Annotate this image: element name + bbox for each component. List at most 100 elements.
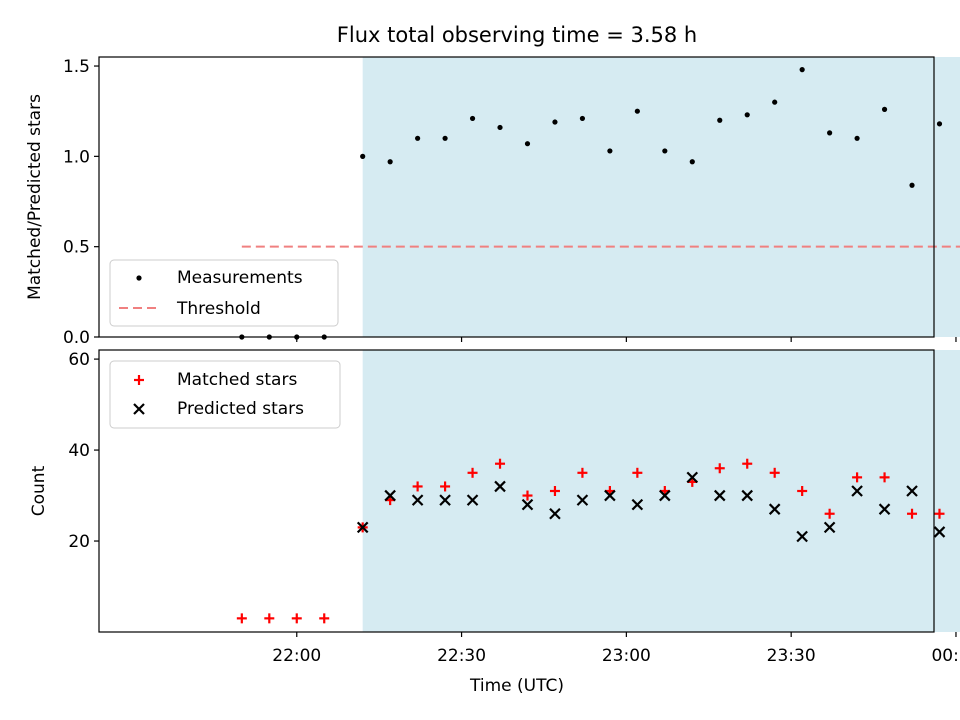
bottom-ylabel: Count (29, 465, 49, 516)
top-ylabel: Matched/Predicted stars (25, 94, 45, 300)
predicted-point-1 (384, 489, 396, 502)
measurement-point-11 (552, 119, 558, 125)
measurement-point-21 (827, 130, 833, 136)
predicted-point-3 (439, 494, 451, 506)
predicted-point-17 (823, 521, 836, 534)
measurement-point-4 (360, 153, 366, 159)
predicted-point-8 (576, 494, 589, 506)
predicted-point-12 (686, 471, 699, 484)
matched-point-20 (797, 486, 808, 496)
top-points (239, 67, 943, 340)
matched-point-0 (236, 613, 247, 624)
bottom-points (236, 458, 946, 624)
legend-matched-label: Matched stars (177, 370, 297, 390)
measurement-point-17 (717, 117, 723, 123)
measurement-point-7 (442, 135, 448, 141)
matched-point-10 (522, 490, 533, 501)
matched-point-12 (577, 467, 588, 478)
predicted-point-7 (549, 507, 561, 520)
measurement-point-24 (909, 182, 915, 188)
measurement-point-6 (415, 135, 421, 141)
measurement-point-10 (524, 141, 531, 147)
measurement-point-15 (662, 148, 668, 154)
top-ytick-label-0: 0.0 (63, 328, 90, 348)
top-legend: Measurements Threshold (109, 259, 339, 327)
matched-point-22 (852, 472, 863, 483)
bottom-xtick-label-3: 23:30 (767, 646, 816, 666)
matched-point-21 (824, 508, 835, 519)
predicted-point-0 (356, 521, 369, 534)
predicted-point-13 (713, 489, 726, 502)
measurement-point-13 (607, 148, 613, 154)
matched-point-24 (907, 508, 918, 519)
bottom-ytick-label-0: 20 (68, 532, 90, 552)
matched-point-3 (319, 613, 330, 624)
bottom-ytick-label-1: 40 (68, 441, 90, 461)
top-ytick-label-3: 1.5 (63, 57, 90, 77)
matched-point-2 (291, 613, 302, 624)
bottom-xlabel: Time (UTC) (469, 676, 564, 696)
top-ytick-label-2: 1.0 (63, 147, 90, 167)
bottom-ytick-label-2: 60 (68, 350, 90, 370)
matched-point-7 (440, 481, 451, 492)
measurement-point-9 (497, 124, 503, 131)
top-axes-frame (98, 56, 935, 338)
measurement-point-5 (387, 159, 393, 165)
bottom-legend: Matched stars Predicted stars (109, 360, 341, 429)
bottom-xtick-label-2: 23:00 (602, 646, 651, 666)
legend-measurements-marker (136, 275, 142, 281)
legend-matched-marker (134, 375, 144, 385)
matched-point-23 (879, 472, 890, 483)
measurement-point-14 (634, 108, 640, 114)
predicted-point-10 (631, 498, 644, 511)
matched-point-25 (934, 508, 945, 519)
matched-point-17 (714, 463, 725, 474)
measurement-point-19 (772, 99, 778, 105)
top-panel: 0.0 0.5 1.0 1.5 Matched/Predicted stars Mea… (25, 56, 960, 348)
predicted-point-9 (604, 489, 616, 502)
legend-predicted-marker (133, 403, 145, 415)
predicted-point-16 (796, 530, 808, 543)
measurement-point-8 (469, 115, 476, 122)
bottom-y-ticks: 20 40 60 (68, 350, 99, 552)
bottom-xtick-label-1: 22:30 (437, 646, 486, 666)
matched-point-1 (264, 613, 275, 624)
bottom-xtick-label-0: 22:00 (272, 646, 321, 666)
bottom-x-ticks: 22:0022:3023:0023:3000:0000:3001:0001:30… (272, 632, 960, 666)
matched-point-11 (549, 486, 560, 496)
predicted-point-6 (521, 498, 534, 511)
matched-point-6 (412, 481, 423, 492)
legend-threshold-label: Threshold (176, 299, 261, 319)
legend-predicted-label: Predicted stars (177, 399, 304, 419)
matched-point-8 (467, 467, 478, 478)
predicted-point-20 (906, 485, 918, 497)
matched-point-14 (632, 467, 643, 478)
top-y-ticks: 0.0 0.5 1.0 1.5 (63, 57, 99, 348)
predicted-point-4 (466, 494, 479, 506)
top-shaded-span (362, 57, 960, 337)
matched-point-19 (769, 467, 780, 478)
predicted-point-21 (933, 526, 946, 538)
measurement-point-16 (689, 159, 695, 165)
measurement-point-12 (579, 115, 586, 122)
matched-point-18 (742, 458, 753, 469)
legend-measurements-label: Measurements (177, 268, 303, 288)
predicted-point-5 (494, 480, 506, 493)
predicted-point-14 (741, 489, 754, 502)
predicted-point-18 (851, 485, 863, 497)
bottom-xtick-label-4: 00:00 (931, 646, 960, 666)
top-legend-box (109, 259, 339, 327)
measurement-point-18 (744, 112, 750, 118)
top-ytick-label-1: 0.5 (63, 238, 90, 258)
top-x-ticks (296, 337, 957, 342)
matched-point-9 (495, 458, 506, 469)
predicted-point-19 (878, 503, 891, 515)
measurement-point-23 (881, 106, 888, 112)
bottom-legend-box (109, 360, 341, 429)
measurement-point-20 (799, 67, 805, 73)
predicted-point-2 (411, 494, 424, 506)
bottom-axes-frame (98, 349, 935, 633)
predicted-point-15 (768, 503, 781, 515)
